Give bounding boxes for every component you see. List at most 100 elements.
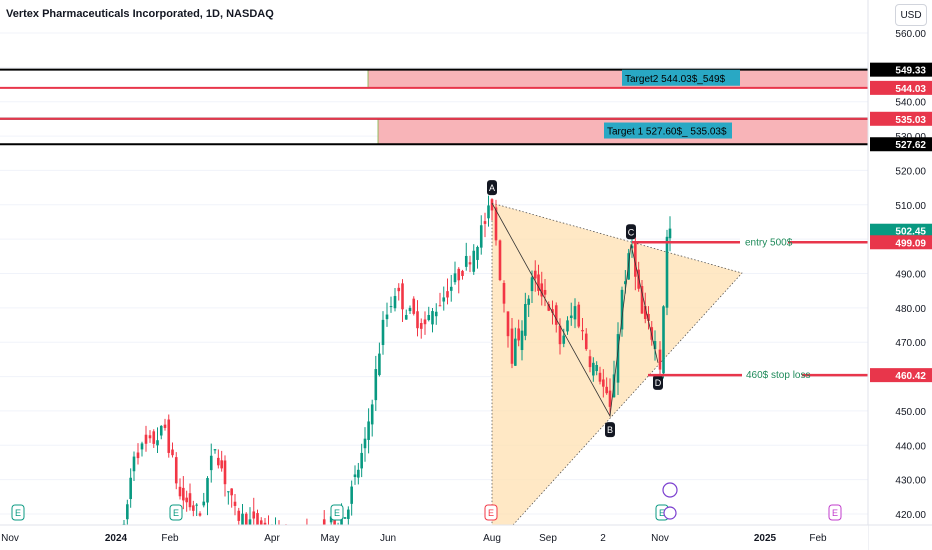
candle: [584, 333, 588, 350]
candle: [167, 419, 171, 453]
candle: [202, 501, 206, 506]
candle: [244, 513, 248, 525]
candle: [360, 452, 363, 469]
candle: [357, 469, 360, 478]
candle: [487, 205, 490, 219]
price-label: 499.09: [895, 238, 926, 249]
candle: [363, 438, 367, 449]
stop-loss-label: 460$ stop loss: [746, 370, 811, 381]
candle: [223, 460, 227, 485]
candle: [476, 246, 479, 260]
candle: [658, 349, 662, 370]
candle: [209, 455, 213, 471]
target-label-box: [604, 122, 732, 139]
candle: [479, 225, 483, 248]
candle: [577, 304, 581, 327]
x-tick-label: Jun: [380, 533, 396, 544]
candle: [185, 497, 188, 503]
target-label-box: [622, 69, 740, 86]
candle: [217, 457, 220, 466]
y-tick-label: 540.00: [895, 98, 926, 109]
price-label: 544.03: [895, 84, 926, 95]
candle: [569, 315, 573, 319]
x-tick-label: 2: [600, 533, 606, 544]
candle: [122, 523, 126, 525]
currency-button[interactable]: USD: [895, 4, 927, 26]
candle: [340, 516, 343, 525]
candle: [517, 328, 520, 341]
candle: [490, 199, 494, 211]
candle: [126, 504, 129, 520]
pattern-point-label: D: [655, 378, 662, 388]
abcd-pattern-line: [491, 202, 659, 418]
candle: [527, 298, 530, 305]
candle: [230, 488, 233, 496]
candle: [206, 478, 209, 503]
candle: [248, 519, 252, 525]
earnings-marker: [828, 504, 842, 521]
candle: [551, 309, 554, 313]
candle: [562, 335, 566, 344]
candle: [404, 315, 408, 320]
x-tick-label: Nov: [1, 533, 19, 544]
candle: [446, 291, 449, 298]
pattern-point-marker: [487, 180, 497, 196]
candle: [665, 236, 669, 308]
candle: [408, 307, 412, 312]
candle: [461, 270, 464, 276]
candle: [643, 306, 647, 319]
candle: [220, 460, 223, 469]
candle: [653, 341, 657, 350]
x-tick-label: Aug: [483, 533, 501, 544]
candle: [129, 477, 132, 500]
candle: [393, 296, 397, 309]
candle: [640, 286, 644, 314]
candle: [616, 334, 620, 383]
earnings-marker-label: E: [659, 508, 665, 518]
entry-label: entry 500$: [745, 237, 793, 248]
candle: [333, 516, 336, 525]
candle: [178, 486, 182, 497]
candle: [502, 283, 506, 304]
candle: [547, 304, 551, 311]
y-tick-label: 470.00: [895, 338, 926, 349]
candle: [347, 509, 350, 519]
candle: [195, 504, 198, 506]
y-tick-label: 520.00: [895, 166, 926, 177]
candle: [453, 273, 457, 283]
candle: [554, 305, 558, 325]
y-tick-label: 440.00: [895, 441, 926, 452]
candle: [263, 522, 267, 525]
candle: [464, 255, 468, 267]
pattern-point-marker: [605, 422, 615, 438]
candle: [350, 486, 353, 504]
earnings-marker: [169, 504, 183, 521]
x-tick-label: 2025: [754, 533, 777, 544]
candle: [374, 369, 378, 401]
price-label-box: [870, 62, 932, 77]
candle: [498, 240, 502, 280]
x-tick-label: Apr: [264, 533, 280, 544]
price-label-box: [870, 111, 932, 126]
candle: [156, 440, 159, 446]
candle: [524, 304, 527, 336]
x-tick-label: Sep: [539, 533, 557, 544]
target-label: Target2 544.03$_549$: [625, 74, 726, 85]
candle: [397, 287, 401, 292]
candle: [514, 338, 517, 366]
candle: [595, 365, 598, 372]
pattern-point-marker: [626, 224, 636, 240]
price-label-box: [870, 368, 932, 383]
candle: [163, 424, 167, 428]
price-label-box: [870, 235, 932, 250]
candle: [581, 329, 584, 332]
candle: [506, 311, 510, 337]
candle: [353, 474, 357, 478]
earnings-marker: [330, 504, 344, 521]
y-tick-label: 510.00: [895, 201, 926, 212]
candle: [592, 362, 595, 376]
candle: [389, 306, 393, 308]
target-label: Target 1 527.60$_ 535.03$: [607, 127, 727, 138]
candle: [427, 315, 431, 321]
